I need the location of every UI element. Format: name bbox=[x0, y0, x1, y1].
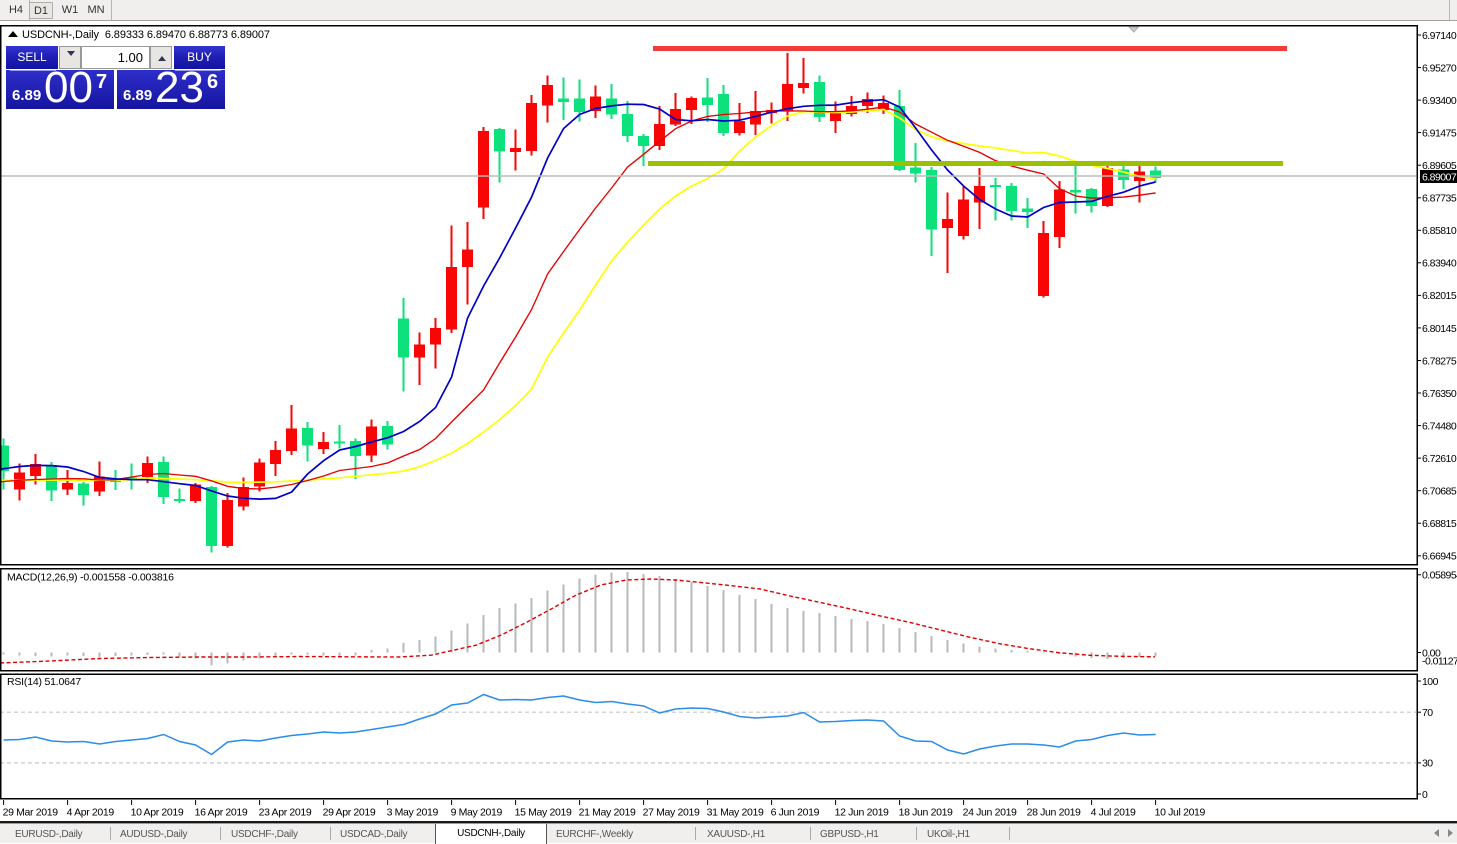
svg-text:6.76350: 6.76350 bbox=[1422, 388, 1457, 400]
svg-text:0.058954: 0.058954 bbox=[1422, 570, 1457, 582]
svg-text:6.93400: 6.93400 bbox=[1422, 95, 1457, 107]
svg-text:6.80145: 6.80145 bbox=[1422, 323, 1457, 335]
svg-text:10 Jul 2019: 10 Jul 2019 bbox=[1155, 807, 1206, 819]
svg-text:6.68815: 6.68815 bbox=[1422, 518, 1457, 530]
svg-text:24 Jun 2019: 24 Jun 2019 bbox=[963, 807, 1017, 819]
svg-text:100: 100 bbox=[1422, 676, 1439, 688]
svg-text:0.00: 0.00 bbox=[1422, 647, 1441, 659]
svg-text:10 Apr 2019: 10 Apr 2019 bbox=[131, 807, 184, 819]
svg-text:18 Jun 2019: 18 Jun 2019 bbox=[899, 807, 953, 819]
svg-text:6.87735: 6.87735 bbox=[1422, 193, 1457, 205]
svg-text:29 Mar 2019: 29 Mar 2019 bbox=[3, 807, 59, 819]
svg-text:6.66945: 6.66945 bbox=[1422, 551, 1457, 563]
svg-text:6.89007: 6.89007 bbox=[1422, 171, 1457, 183]
svg-text:4 Jul 2019: 4 Jul 2019 bbox=[1091, 807, 1136, 819]
svg-text:0: 0 bbox=[1422, 789, 1428, 801]
svg-text:6 Jun 2019: 6 Jun 2019 bbox=[771, 807, 820, 819]
svg-text:16 Apr 2019: 16 Apr 2019 bbox=[195, 807, 248, 819]
svg-text:12 Jun 2019: 12 Jun 2019 bbox=[835, 807, 889, 819]
svg-text:21 May 2019: 21 May 2019 bbox=[579, 807, 636, 819]
svg-text:6.74480: 6.74480 bbox=[1422, 420, 1457, 432]
svg-text:6.78275: 6.78275 bbox=[1422, 355, 1457, 367]
svg-text:RSI(14) 51.0647: RSI(14) 51.0647 bbox=[7, 676, 81, 688]
svg-text:-0.011274: -0.011274 bbox=[1422, 655, 1457, 667]
svg-text:30: 30 bbox=[1422, 758, 1433, 770]
svg-text:3 May 2019: 3 May 2019 bbox=[387, 807, 439, 819]
svg-text:MACD(12,26,9) -0.001558 -0.003: MACD(12,26,9) -0.001558 -0.003816 bbox=[7, 572, 174, 584]
svg-text:6.70685: 6.70685 bbox=[1422, 486, 1457, 498]
svg-text:23 Apr 2019: 23 Apr 2019 bbox=[259, 807, 312, 819]
svg-text:31 May 2019: 31 May 2019 bbox=[707, 807, 764, 819]
svg-text:6.89605: 6.89605 bbox=[1422, 160, 1457, 172]
svg-text:9 May 2019: 9 May 2019 bbox=[451, 807, 503, 819]
svg-text:28 Jun 2019: 28 Jun 2019 bbox=[1027, 807, 1081, 819]
svg-text:4 Apr 2019: 4 Apr 2019 bbox=[67, 807, 115, 819]
svg-text:6.72610: 6.72610 bbox=[1422, 453, 1457, 465]
svg-text:29 Apr 2019: 29 Apr 2019 bbox=[323, 807, 376, 819]
svg-text:6.91475: 6.91475 bbox=[1422, 127, 1457, 139]
svg-text:6.82015: 6.82015 bbox=[1422, 290, 1457, 302]
svg-text:6.95270: 6.95270 bbox=[1422, 62, 1457, 74]
svg-text:6.97140: 6.97140 bbox=[1422, 30, 1457, 42]
svg-text:70: 70 bbox=[1422, 707, 1433, 719]
svg-text:27 May 2019: 27 May 2019 bbox=[643, 807, 700, 819]
svg-text:15 May 2019: 15 May 2019 bbox=[515, 807, 572, 819]
svg-text:6.83940: 6.83940 bbox=[1422, 258, 1457, 270]
svg-text:6.85810: 6.85810 bbox=[1422, 225, 1457, 237]
